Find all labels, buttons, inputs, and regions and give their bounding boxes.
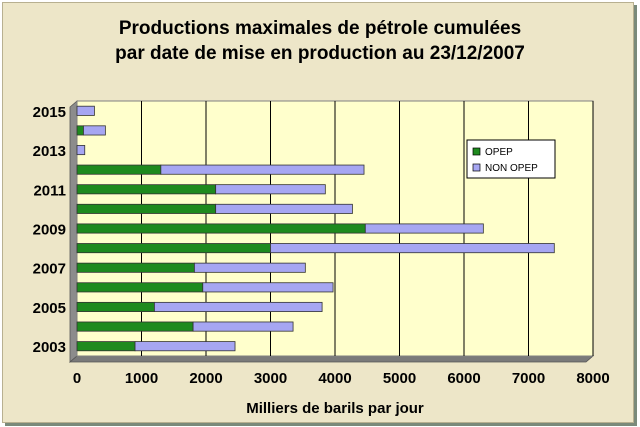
chart-title-line-1: Productions maximales de pétrole cumulée…	[118, 18, 522, 39]
x-tick-label-1000: 1000	[125, 370, 158, 387]
legend-box	[466, 139, 556, 179]
x-tick-label-5000: 5000	[383, 370, 416, 387]
legend-label-opep: OPEP	[485, 147, 513, 158]
plot-floor	[68, 355, 595, 363]
bar-non-opep-2010	[215, 203, 353, 214]
bar-opep-2014	[76, 125, 84, 136]
x-tick-label-7000: 7000	[512, 370, 545, 387]
bar-opep-2005	[76, 301, 155, 312]
bar-non-opep-2009	[364, 223, 484, 234]
bar-non-opep-2014	[83, 125, 106, 136]
y-tick-label-2009: 2009	[33, 222, 66, 239]
y-tick-label-2013: 2013	[33, 143, 66, 160]
legend-swatch-opep	[472, 147, 481, 156]
x-tick-label-4000: 4000	[318, 370, 351, 387]
x-tick-label-2000: 2000	[189, 370, 222, 387]
y-tick-label-2003: 2003	[33, 339, 66, 356]
bar-opep-2010	[76, 203, 217, 214]
bar-non-opep-2003	[134, 341, 236, 352]
bar-non-opep-2008	[270, 243, 555, 254]
y-tick-label-2007: 2007	[33, 261, 66, 278]
bar-opep-2003	[76, 341, 136, 352]
bar-non-opep-2012	[160, 164, 365, 175]
bar-non-opep-2007	[193, 262, 306, 273]
bar-opep-2004	[76, 321, 194, 332]
y-tick-label-2011: 2011	[33, 182, 66, 199]
bar-opep-2009	[76, 223, 366, 234]
bar-non-opep-2011	[215, 184, 326, 195]
chart-title: Productions maximales de pétrole cumulée…	[0, 16, 640, 66]
bar-non-opep-2004	[192, 321, 294, 332]
y-tick-label-2005: 2005	[33, 300, 66, 317]
bar-non-opep-2006	[202, 282, 334, 293]
y-tick-label-2015: 2015	[33, 104, 66, 121]
bar-opep-2011	[76, 184, 217, 195]
bar-opep-2007	[76, 262, 195, 273]
plot-side-wall	[69, 100, 78, 363]
chart-title-line-2: par date de mise en production au 23/12/…	[115, 43, 525, 64]
bar-non-opep-2005	[153, 301, 323, 312]
bar-opep-2012	[76, 164, 162, 175]
x-tick-label-0: 0	[73, 370, 81, 387]
bar-opep-2008	[76, 243, 271, 254]
bar-opep-2006	[76, 282, 204, 293]
legend-label-non-opep: NON OPEP	[485, 163, 538, 174]
bar-non-opep-2013	[76, 145, 86, 156]
legend-swatch-non-opep	[472, 163, 481, 172]
x-tick-label-3000: 3000	[254, 370, 287, 387]
x-tick-label-8000: 8000	[576, 370, 609, 387]
x-axis-label: Milliers de barils par jour	[246, 400, 424, 417]
x-tick-label-6000: 6000	[447, 370, 480, 387]
bar-non-opep-2015	[76, 105, 95, 116]
